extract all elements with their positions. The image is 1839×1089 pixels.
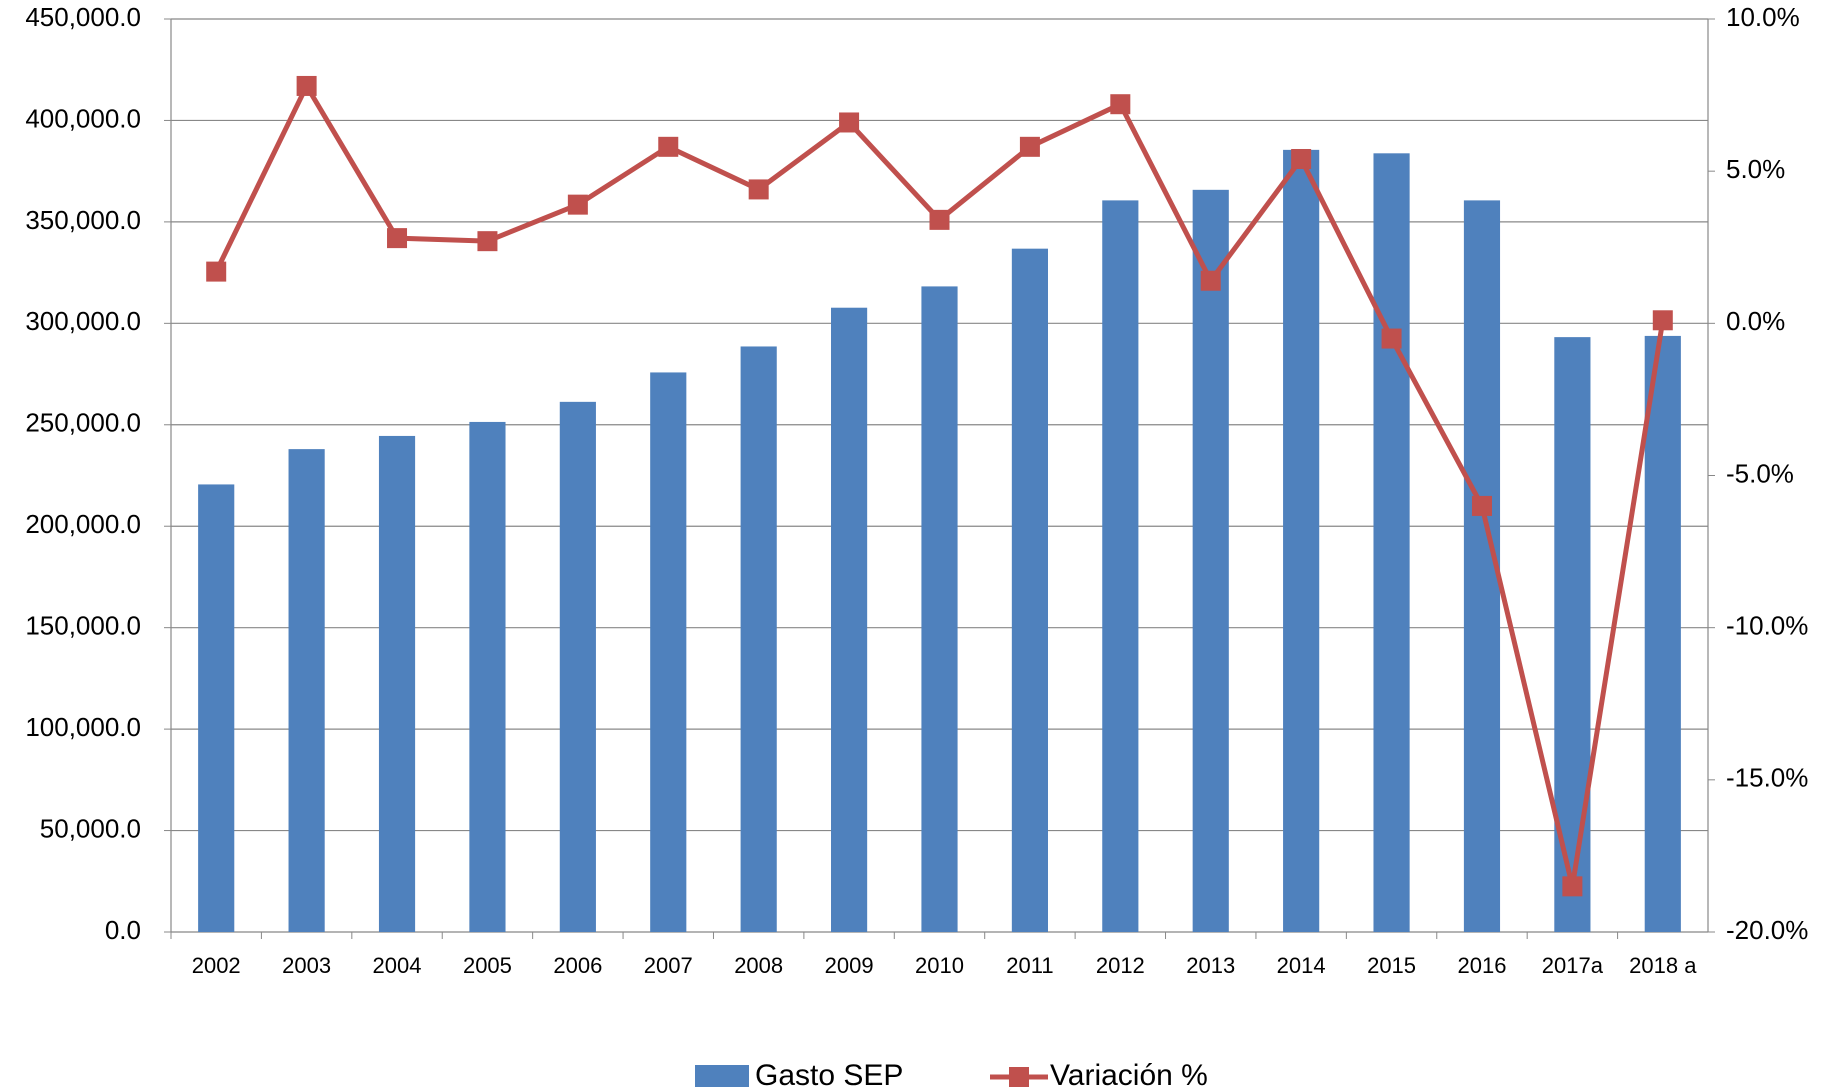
bar [1102, 200, 1139, 932]
legend-marker [1009, 1067, 1029, 1087]
x-tick-label: 2002 [192, 953, 241, 978]
y2-tick-label: -20.0% [1726, 915, 1808, 945]
marker [839, 112, 860, 133]
x-tick-label: 2003 [282, 953, 331, 978]
bar [1011, 248, 1048, 932]
y2-tick-label: -10.0% [1726, 611, 1808, 641]
marker [1562, 876, 1583, 897]
bar [378, 435, 416, 932]
bar [1283, 149, 1320, 932]
bar [921, 286, 958, 932]
legend-swatch [695, 1065, 749, 1087]
marker [296, 75, 317, 96]
bar [469, 421, 506, 932]
y-tick-label: 450,000.0 [25, 2, 141, 32]
marker [1200, 270, 1221, 291]
y2-tick-label: -15.0% [1726, 763, 1808, 793]
bar [1644, 335, 1681, 932]
x-tick-label: 2014 [1277, 953, 1326, 978]
x-tick-label: 2004 [373, 953, 422, 978]
marker [477, 231, 498, 252]
y-tick-label: 200,000.0 [25, 509, 141, 539]
marker [1110, 94, 1131, 115]
marker [1291, 148, 1312, 169]
y-tick-label: 150,000.0 [25, 611, 141, 641]
y2-tick-label: 5.0% [1726, 154, 1785, 184]
x-tick-label: 2015 [1367, 953, 1416, 978]
marker [748, 179, 769, 200]
bar [559, 401, 596, 932]
x-tick-label: 2009 [825, 953, 874, 978]
y2-tick-label: 0.0% [1726, 306, 1785, 336]
x-tick-label: 2011 [1006, 953, 1053, 978]
marker [1652, 310, 1673, 331]
x-tick-label: 2008 [734, 953, 783, 978]
x-tick-label: 2005 [463, 953, 512, 978]
bar [1373, 153, 1410, 932]
x-tick-label: 2017a [1542, 953, 1604, 978]
y-tick-label: 400,000.0 [25, 103, 141, 133]
x-tick-label: 2006 [553, 953, 602, 978]
marker [206, 261, 227, 282]
y2-tick-label: -5.0% [1726, 458, 1794, 488]
y-tick-label: 350,000.0 [25, 205, 141, 235]
marker [929, 209, 950, 230]
legend-label: Variación % [1050, 1059, 1208, 1089]
bar [831, 307, 868, 932]
y-tick-label: 50,000.0 [40, 813, 141, 843]
x-tick-label: 2007 [644, 953, 693, 978]
marker [1019, 136, 1040, 157]
x-tick-label: 2013 [1186, 953, 1235, 978]
marker [387, 228, 408, 249]
marker [1471, 495, 1492, 516]
bar [1192, 189, 1229, 932]
y-tick-label: 100,000.0 [25, 712, 141, 742]
marker [658, 136, 679, 157]
y-tick-label: 0.0 [105, 915, 141, 945]
y2-tick-label: 10.0% [1726, 2, 1800, 32]
x-tick-label: 2012 [1096, 953, 1145, 978]
x-tick-label: 2010 [915, 953, 964, 978]
bar [740, 346, 777, 933]
bar [198, 484, 235, 932]
marker [1381, 328, 1402, 349]
bar [288, 449, 325, 932]
x-tick-label: 2018 a [1629, 953, 1697, 978]
marker [567, 194, 588, 215]
x-tick-label: 2016 [1457, 953, 1506, 978]
y-tick-label: 300,000.0 [25, 306, 141, 336]
bar [650, 372, 687, 932]
legend-label: Gasto SEP [755, 1059, 903, 1089]
y-tick-label: 250,000.0 [25, 408, 141, 438]
